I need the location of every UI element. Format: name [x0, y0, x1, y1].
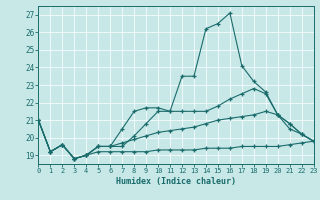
X-axis label: Humidex (Indice chaleur): Humidex (Indice chaleur) [116, 177, 236, 186]
